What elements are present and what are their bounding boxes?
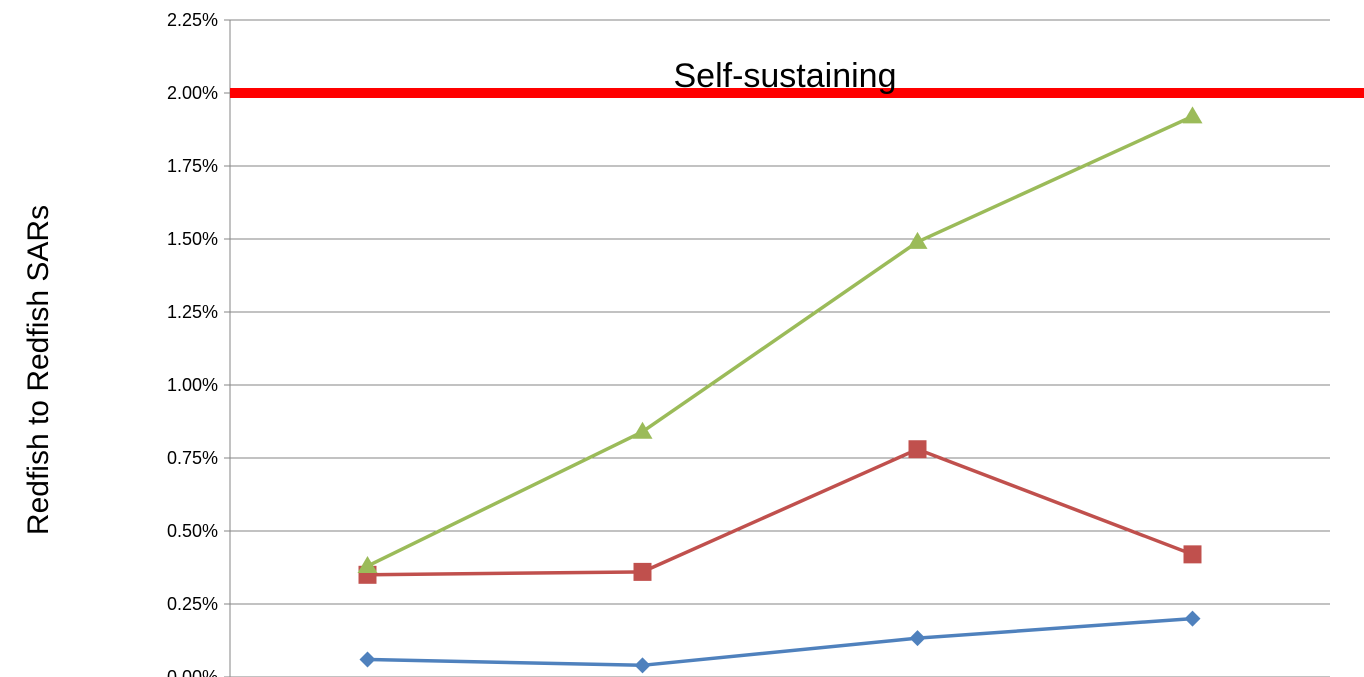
y-tick-label: 1.75% [167,156,218,176]
series-2 [358,440,1202,584]
y-tick-label: 0.00% [167,667,218,677]
y-tick-label: 1.00% [167,375,218,395]
data-point-square [908,440,927,459]
y-tick-label: 2.25% [167,10,218,30]
data-point-triangle [907,231,928,249]
data-point-diamond [634,657,651,674]
series-line [367,616,1193,668]
series-line [366,114,1194,568]
y-tick-label: 0.50% [167,521,218,541]
data-point-diamond [1184,610,1201,627]
data-point-triangle [632,421,653,439]
data-point-square [633,562,652,581]
y-tick-label: 0.75% [167,448,218,468]
data-point-triangle [357,556,378,574]
self-sustaining-label: Self-sustaining [673,57,896,95]
y-tick-label: 0.25% [167,594,218,614]
reference-line-group: Self-sustaining [230,57,1364,98]
series-3 [357,106,1203,574]
y-tick-labels: 0.00% 0.25% 0.50% 0.75% 1.00% 1.25% 1.50% 1.75%… [167,10,218,677]
series-1 [359,610,1201,674]
data-point-square [1183,545,1202,564]
data-point-triangle [1182,106,1203,124]
y-tick-label: 1.50% [167,229,218,249]
y-axis-title: Redfish to Redfish SARs [22,205,55,535]
y-tick-label: 1.25% [167,302,218,322]
data-point-diamond [909,630,926,647]
series-line [367,447,1194,577]
gridlines [224,19,1330,677]
series-group [357,106,1203,674]
data-point-diamond [359,651,376,668]
y-tick-label: 2.00% [167,83,218,103]
